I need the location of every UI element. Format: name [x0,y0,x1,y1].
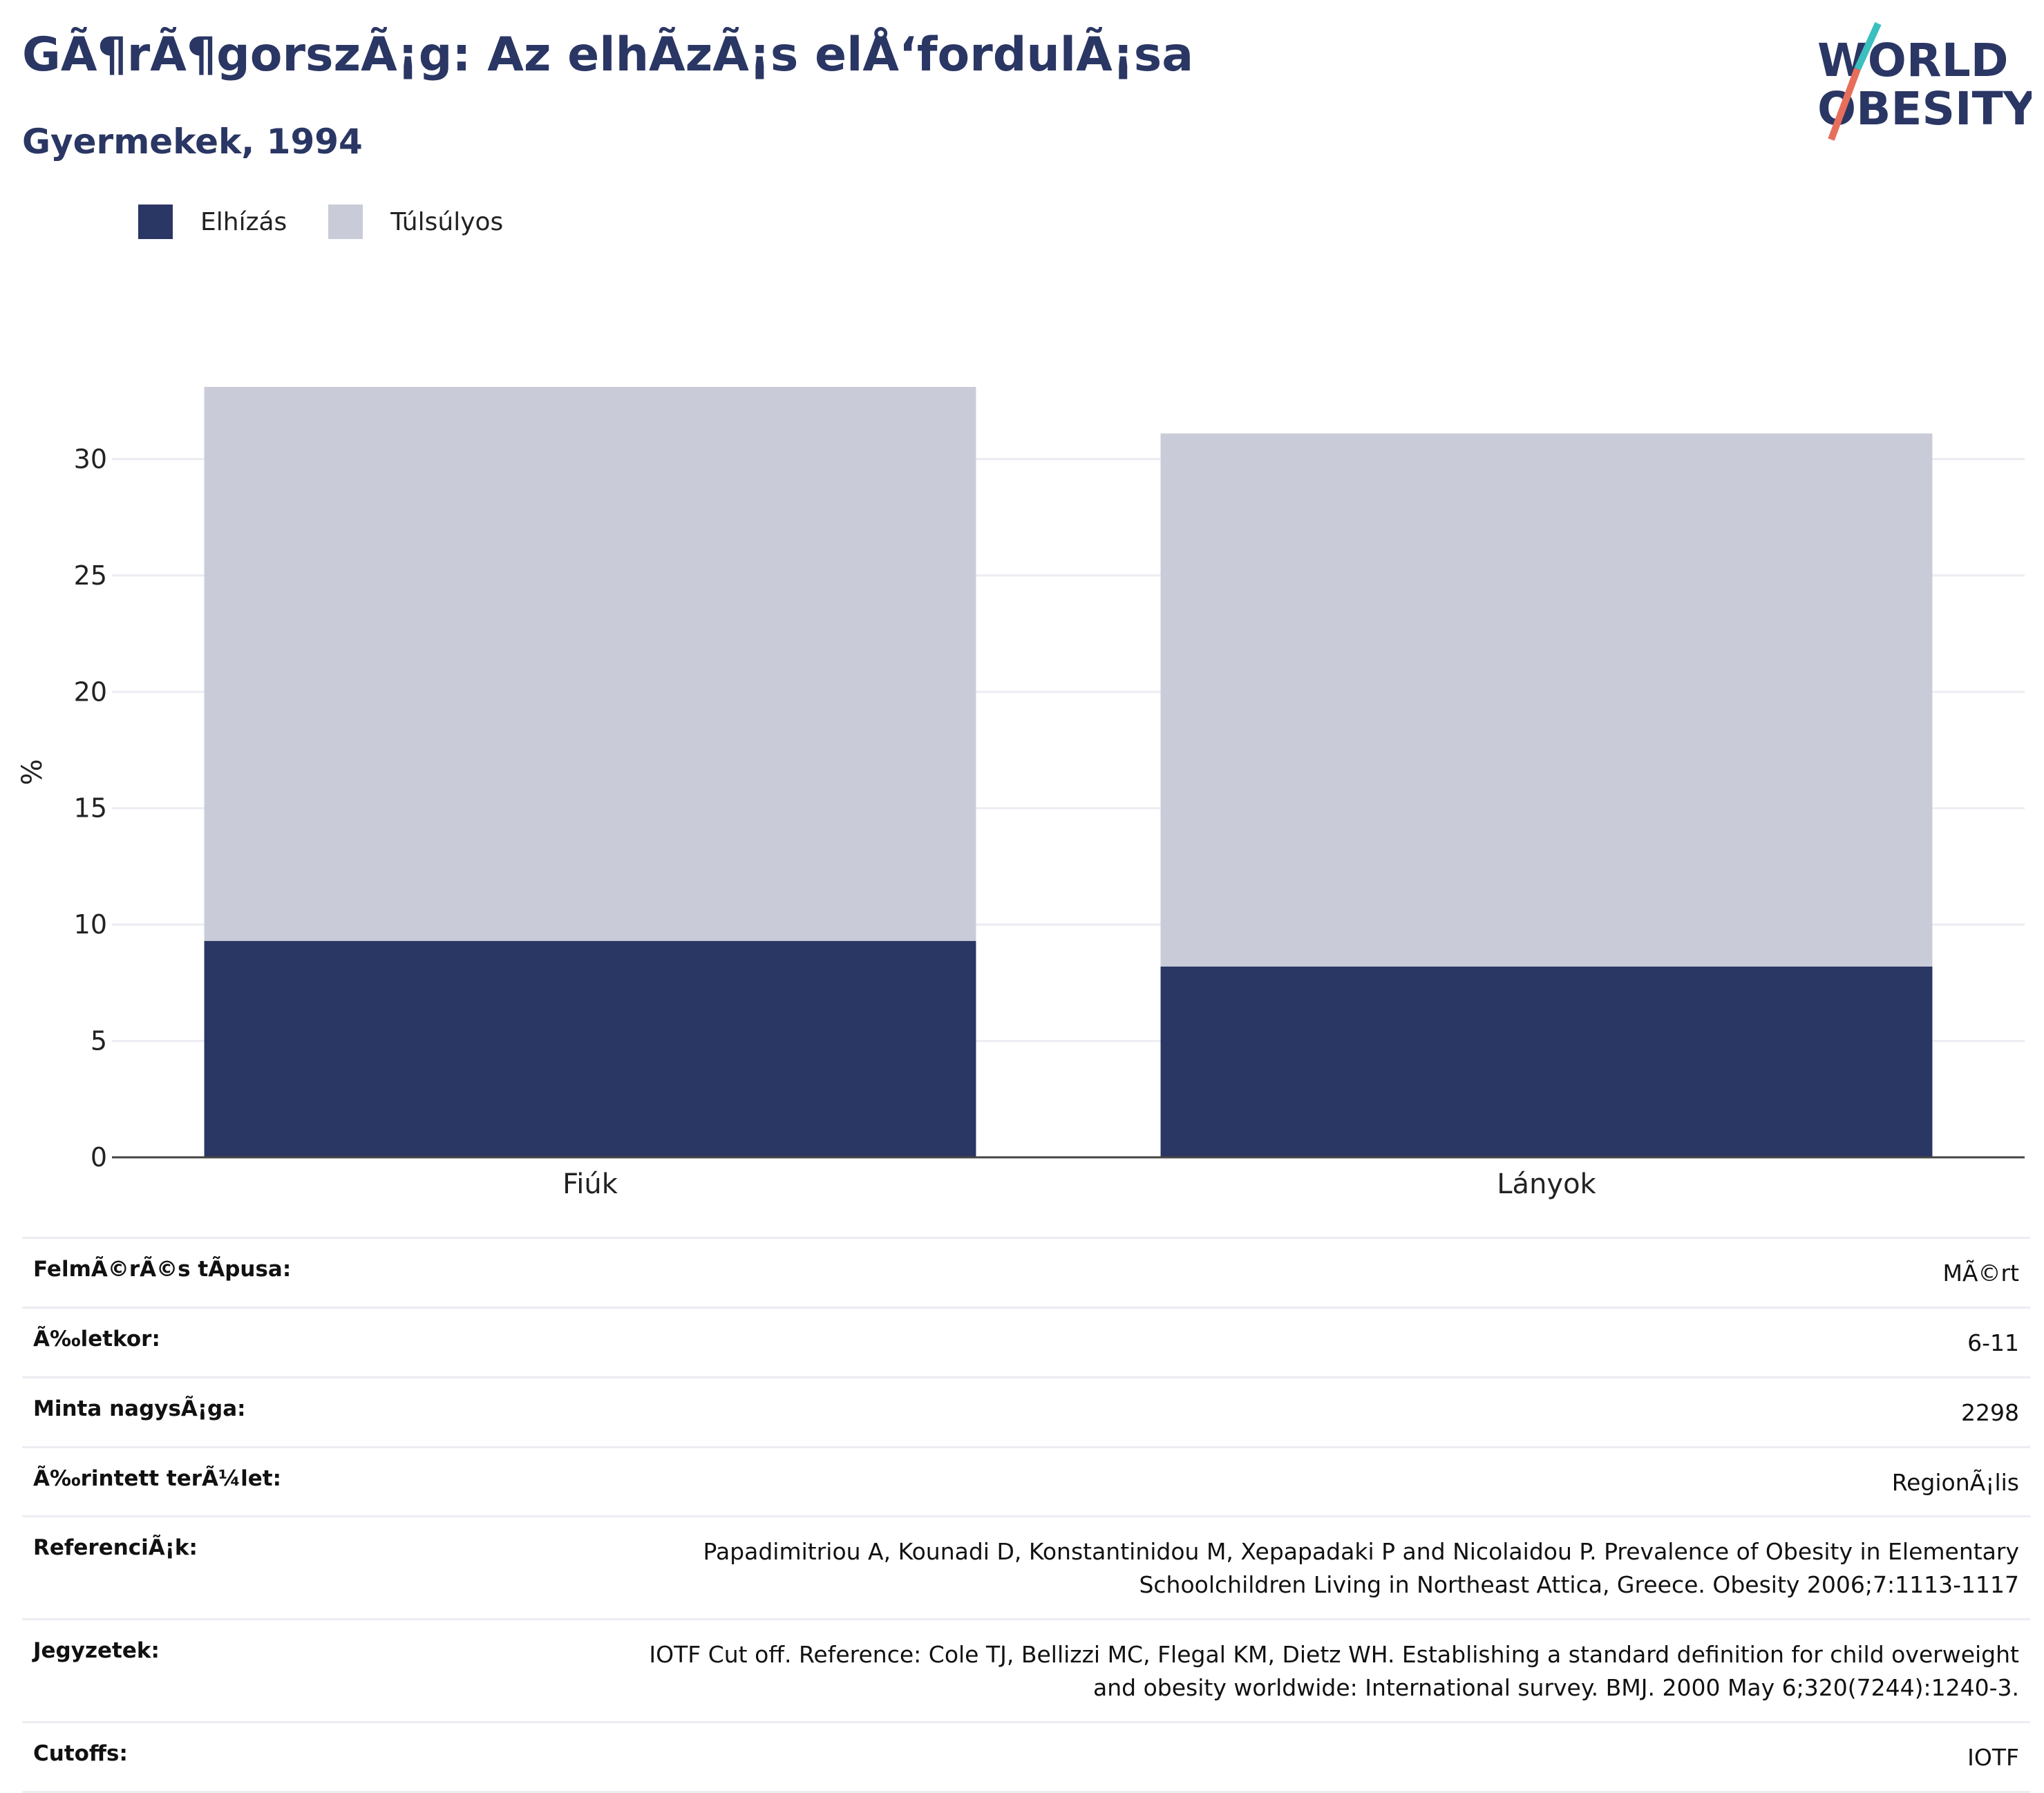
y-tick-labels: 0 5 10 15 20 25 30 [74,444,107,1173]
legend-swatch-overweight [328,205,363,239]
legend-item-obesity[interactable]: Elhízás [138,205,287,239]
metadata-value: IOTF Cut off. Reference: Cole TJ, Belliz… [649,1641,2019,1701]
metadata-row: ReferenciÃ¡k: Papadimitriou A, Kounadi D,… [22,1517,2030,1621]
x-tick-labels: Fiúk Lányok [562,1168,1596,1200]
y-tick-label: 30 [74,444,107,474]
metadata-row: FelmÃ©rÃ©s tÃpusa: MÃ©rt [22,1239,2030,1309]
logo-line-1: WORLD [1817,34,2009,87]
metadata-row: Jegyzetek: IOTF Cut off. Reference: Cole … [22,1620,2030,1723]
y-tick-label: 15 [74,793,107,824]
bar-overweight-1[interactable] [1160,433,1933,967]
bars [204,387,1933,1157]
metadata-value: RegionÃ¡lis [1891,1468,2019,1496]
y-tick-label: 25 [74,560,107,591]
metadata-table: FelmÃ©rÃ©s tÃpusa: MÃ©rt Ã‰letkor: 6-11 Mint… [22,1237,2030,1793]
metadata-label: Minta nagysÃ¡ga: [33,1396,246,1421]
metadata-label: Ã‰letkor: [33,1326,160,1351]
metadata-value: 2298 [1961,1398,2019,1426]
y-tick-label: 10 [74,909,107,940]
y-axis-label: % [17,759,48,785]
legend-label-overweight: Túlsúlyos [390,207,504,236]
metadata-label: Ã‰rintett terÃ¼let: [33,1465,281,1491]
chart-legend: Elhízás Túlsúlyos [138,205,545,239]
y-tick-label: 0 [91,1142,107,1173]
metadata-label: Jegyzetek: [33,1638,160,1664]
metadata-row: Minta nagysÃ¡ga: 2298 [22,1378,2030,1448]
chart-title: GÃ¶rÃ¶gorszÃ¡g: Az elhÃ­zÃ¡s elÅ‘fordulÃ… [22,28,1194,82]
bar-overweight-0[interactable] [204,387,976,941]
logo-slash-teal [1854,21,1882,71]
legend-swatch-obesity [138,205,173,239]
bar-chart: 0 5 10 15 20 25 30 Fiúk Lányok % [17,387,2025,1200]
bar-obesity-1[interactable] [1160,966,1933,1157]
legend-item-overweight[interactable]: Túlsúlyos [328,205,503,239]
world-obesity-logo: WORLD OBESITY [1817,21,2032,141]
bar-obesity-0[interactable] [204,940,976,1157]
metadata-value: Papadimitriou A, Kounadi D, Konstantinid… [703,1538,2019,1599]
x-tick-label: Fiúk [562,1168,618,1200]
x-tick-label: Lányok [1497,1168,1596,1200]
metadata-value: IOTF [1967,1743,2019,1771]
metadata-label: Cutoffs: [33,1740,128,1766]
chart-subtitle: Gyermekek, 1994 [22,122,363,162]
metadata-row: Ã‰rintett terÃ¼let: RegionÃ¡lis [22,1448,2030,1518]
metadata-value: MÃ©rt [1942,1260,2019,1287]
logo-slash-coral [1828,68,1861,141]
y-tick-label: 20 [74,676,107,707]
legend-label-obesity: Elhízás [200,207,287,236]
y-tick-label: 5 [91,1026,107,1056]
metadata-row: Cutoffs: IOTF [22,1723,2030,1793]
logo-line-2: OBESITY [1817,82,2032,135]
metadata-value: 6-11 [1967,1329,2019,1356]
metadata-label: FelmÃ©rÃ©s tÃpusa: [33,1257,292,1282]
metadata-row: Ã‰letkor: 6-11 [22,1309,2030,1378]
metadata-label: ReferenciÃ¡k: [33,1535,198,1561]
